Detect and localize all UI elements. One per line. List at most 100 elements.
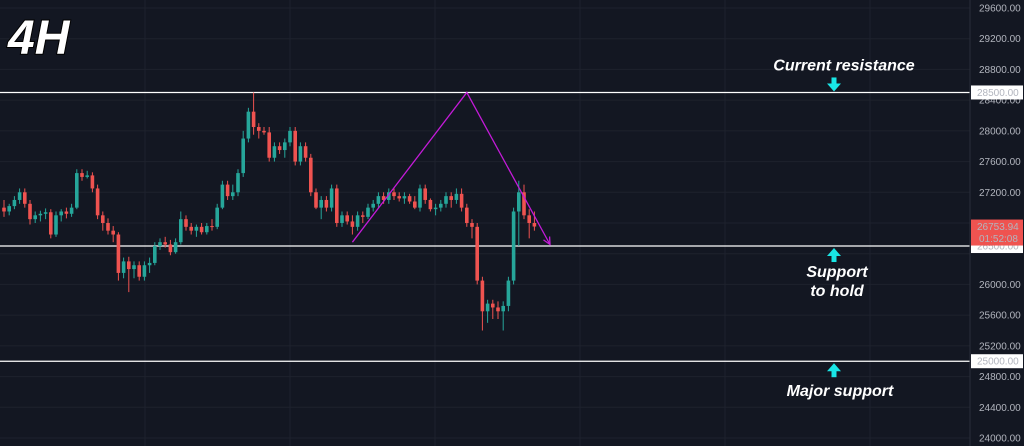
candle-body <box>319 199 323 208</box>
candle-body <box>38 213 43 216</box>
candle-body <box>522 192 526 216</box>
level-price-tag <box>971 85 1023 100</box>
candle-body <box>459 193 464 208</box>
candle-body <box>272 146 277 158</box>
price-axis[interactable]: 24000.00 24400.00 24800.00 25200.00 25600.00… <box>971 4 1023 445</box>
resistance-annotation: Current resistance <box>773 57 914 74</box>
candle-body <box>251 111 256 128</box>
candle-body <box>465 207 469 223</box>
current-price-tag <box>971 219 1023 246</box>
candle-body <box>433 207 438 210</box>
candle-body <box>132 265 136 270</box>
candle-body <box>59 211 63 216</box>
arrow-head <box>827 248 841 257</box>
candle-body <box>283 142 287 151</box>
projection-arrowhead <box>543 236 551 246</box>
support-arrow-icon <box>827 248 841 263</box>
grid <box>0 0 970 446</box>
candle-body <box>314 192 318 208</box>
candle-body <box>288 130 292 143</box>
countdown-label: 01:52:08 <box>979 234 1018 245</box>
candle-body <box>267 132 271 158</box>
price-tick-label: 28400.00 <box>979 96 1021 107</box>
candle-body <box>111 230 115 235</box>
support-annotation: Support <box>806 264 868 281</box>
candle-body <box>199 226 204 233</box>
candle-body <box>106 223 110 231</box>
horizontal-levels[interactable] <box>0 91 970 362</box>
candle-body <box>303 146 308 158</box>
candle-body <box>116 234 121 273</box>
candle-body <box>158 242 162 247</box>
candle-body <box>28 203 32 220</box>
candle-body <box>231 192 235 197</box>
candle-body <box>449 196 453 200</box>
annotations: Current resistance Support to hold Major su… <box>773 57 914 400</box>
price-tick-label: 24800.00 <box>979 372 1021 383</box>
candle-body <box>168 244 173 253</box>
candle-body <box>298 146 303 162</box>
candle-body <box>49 212 53 235</box>
candle-body <box>423 188 427 200</box>
candle-body <box>361 215 365 217</box>
candle-body <box>444 196 448 204</box>
candle-body <box>17 192 22 200</box>
arrow-shaft <box>831 255 837 263</box>
candle-body <box>2 207 6 212</box>
price-tick-label: 25200.00 <box>979 341 1021 352</box>
candle-body <box>345 215 349 222</box>
candlesticks <box>2 92 537 331</box>
candle-body <box>80 173 84 177</box>
candle-body <box>12 199 17 207</box>
arrow-shaft <box>831 77 837 85</box>
candle-body <box>496 307 500 312</box>
level-price-label: 28500.00 <box>977 88 1019 99</box>
candle-body <box>397 196 401 199</box>
candle-body <box>340 215 344 223</box>
candle-body <box>413 201 417 208</box>
major-support-annotation: Major support <box>787 383 894 400</box>
candle-body <box>387 192 391 200</box>
projection-line <box>351 91 551 245</box>
candle-body <box>309 157 313 193</box>
arrow-head <box>827 363 841 372</box>
candle-body <box>7 206 11 212</box>
candle-body <box>506 280 511 306</box>
price-tick-label: 25600.00 <box>979 311 1021 322</box>
candle-body <box>236 173 240 193</box>
candle-body <box>329 188 334 208</box>
projection-path[interactable] <box>351 91 551 246</box>
candle-body <box>184 219 188 227</box>
price-tick-label: 29600.00 <box>979 4 1021 15</box>
candle-body <box>23 192 27 204</box>
candle-body <box>127 261 131 270</box>
candle-body <box>335 188 339 223</box>
candle-body <box>220 184 225 208</box>
candle-body <box>418 188 422 208</box>
candle-body <box>324 199 329 208</box>
resistance-arrow-icon <box>827 77 841 92</box>
candle-body <box>163 242 167 245</box>
candle-body <box>485 303 490 312</box>
candle-body <box>470 223 474 227</box>
candle-body <box>381 196 386 200</box>
support-annotation-line2: to hold <box>810 283 865 300</box>
candle-body <box>64 211 69 214</box>
candle-body <box>262 130 266 133</box>
timeframe-label: 4H <box>7 12 71 65</box>
candle-body <box>90 175 95 189</box>
price-tick-label: 27600.00 <box>979 157 1021 168</box>
candle-body <box>75 173 79 208</box>
candle-body <box>392 192 396 197</box>
candle-body <box>355 215 360 227</box>
candle-body <box>402 196 407 199</box>
candle-body <box>179 219 183 243</box>
candle-body <box>491 303 495 308</box>
candle-body <box>101 215 105 223</box>
candle-body <box>194 226 199 231</box>
candle-body <box>69 207 74 214</box>
candle-body <box>85 175 89 177</box>
price-tick-label: 28800.00 <box>979 65 1021 76</box>
candle-body <box>54 215 58 235</box>
